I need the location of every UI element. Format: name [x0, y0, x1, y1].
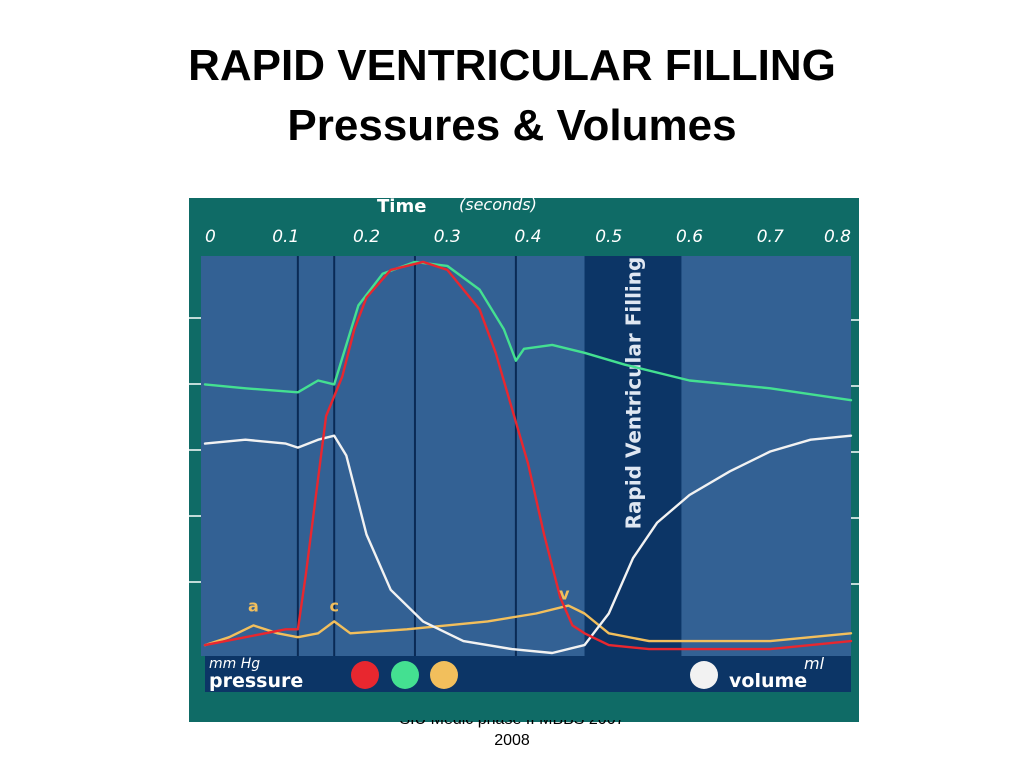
ventricular-volume-line: [203, 434, 853, 655]
footer-course: SIU Medic phase II MBBS 2007: [0, 720, 1024, 728]
right-axis-unit: ml: [804, 654, 825, 673]
pressure-volume-chart: Time (seconds) 0 0.1 0.2 0.3 0.4 0.5 0.6 0.7 0.8…: [189, 198, 859, 722]
x-tick-label: 0.7: [757, 227, 784, 247]
wave-label-a: a: [248, 596, 259, 615]
event-lines: [296, 256, 517, 656]
x-axis-label: Time: [377, 198, 426, 217]
legend-pressure-label: pressure: [209, 670, 303, 692]
x-tick-label: 0.8: [824, 227, 851, 247]
legend-atrial-dot: [430, 661, 458, 689]
x-tick-label: 0.2: [353, 227, 380, 247]
x-tick-label: 0: [205, 227, 216, 247]
x-tick-label: 0.1: [272, 227, 299, 247]
right-axis-ticks: [851, 319, 859, 585]
rapid-filling-label: Rapid Ventricular Filling: [621, 257, 645, 530]
legend-bar: [205, 656, 851, 692]
chart-figure: Time (seconds) 0 0.1 0.2 0.3 0.4 0.5 0.6 0.7 0.8…: [189, 198, 859, 722]
x-tick-label: 0.5: [595, 227, 622, 247]
legend-volume-label: volume: [729, 670, 807, 692]
slide-title: RAPID VENTRICULAR FILLING: [188, 41, 836, 90]
footer-year: 2008: [494, 732, 530, 749]
series-lines: [203, 260, 853, 655]
rapid-filling-band: [584, 256, 682, 656]
legend-ventricular-dot: [351, 661, 379, 689]
ventricular-pressure-line: [203, 260, 853, 651]
x-tick-labels: 0 0.1 0.2 0.3 0.4 0.5 0.6 0.7 0.8: [205, 227, 851, 247]
x-tick-label: 0.6: [676, 227, 703, 247]
aortic-pressure-line: [203, 260, 853, 402]
x-tick-label: 0.4: [514, 227, 541, 247]
x-tick-label: 0.3: [434, 227, 461, 247]
legend-aortic-dot: [391, 661, 419, 689]
left-axis-unit: mm Hg: [209, 656, 260, 672]
wave-annotations: a cv: [248, 585, 570, 616]
wave-label-v: v: [559, 585, 570, 604]
left-axis-ticks: [189, 317, 201, 583]
slide-subtitle: Pressures & Volumes: [287, 101, 737, 150]
legend-volume-dot: [690, 661, 718, 689]
x-axis-unit: (seconds): [459, 198, 537, 214]
wave-label-c: c: [329, 596, 338, 615]
